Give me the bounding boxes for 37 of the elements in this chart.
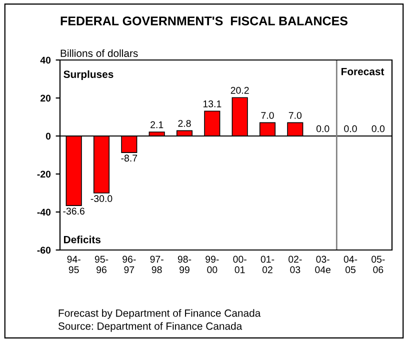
x-tick-label: 00- 01 <box>233 256 246 274</box>
annotation: Surpluses <box>64 70 114 80</box>
data-label: -8.7 <box>121 154 138 162</box>
x-tick-label: 94- 95 <box>67 256 80 274</box>
annotation: Deficits <box>64 236 101 244</box>
x-tick-label: 98- 99 <box>178 256 192 274</box>
x-tick-label: 97- 98 <box>150 256 164 274</box>
data-label: 7.0 <box>288 112 302 119</box>
data-label: 0.0 <box>316 125 330 132</box>
x-tick-label: 95- 96 <box>94 256 108 274</box>
y-tick-label: 40 <box>40 56 51 64</box>
ref-line-label: Forecast <box>342 68 384 76</box>
x-tick-label: 01- 02 <box>260 256 274 274</box>
source-note: Source: Department of Finance Canada <box>58 322 242 332</box>
x-tick-label: 96- 97 <box>122 256 136 274</box>
x-tick-label: 02- 03 <box>288 256 302 274</box>
data-label: 7.0 <box>261 112 274 119</box>
data-label: 20.2 <box>230 86 249 94</box>
x-tick-label: 99- 00 <box>206 256 219 274</box>
data-label: 13.1 <box>203 100 222 108</box>
data-label: -36.6 <box>63 208 84 215</box>
y-tick-label: -60 <box>37 246 51 254</box>
data-label: 0.0 <box>344 125 357 132</box>
y-tick-label: -40 <box>37 208 51 216</box>
data-label: 2.8 <box>178 120 191 127</box>
data-label: 2.1 <box>150 121 164 128</box>
y-axis-title: Billions of dollars <box>60 49 138 57</box>
y-tick-label: 20 <box>40 94 51 102</box>
x-tick-label: 05- 06 <box>372 256 385 274</box>
y-tick-label: 0 <box>46 132 51 140</box>
chart-title: FEDERAL GOVERNMENT'S FISCAL BALANCES <box>60 16 348 26</box>
data-label: 0.0 <box>372 125 385 132</box>
text: Forecast by Department of Finance Canada <box>58 309 261 319</box>
data-label: -30.0 <box>90 195 112 202</box>
x-tick-label: 04- 05 <box>344 256 358 274</box>
y-tick-label: -20 <box>37 170 51 178</box>
x-tick-label: 03- 04e <box>315 256 331 274</box>
